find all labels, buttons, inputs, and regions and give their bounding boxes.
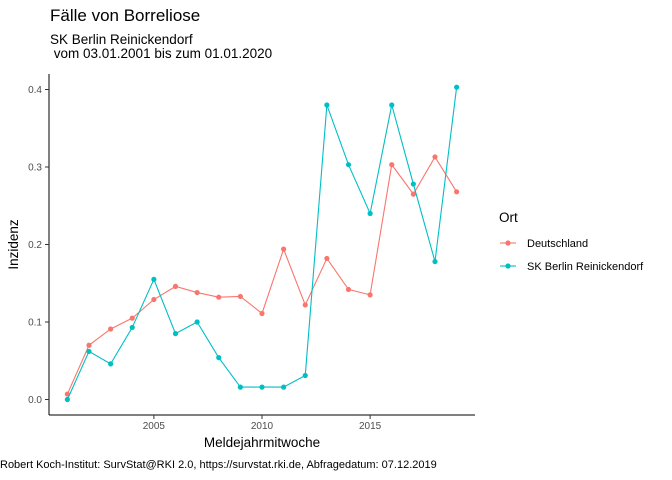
data-point [302,302,308,308]
data-point [410,191,416,197]
data-point [324,102,330,108]
legend-key-point [505,263,511,269]
data-point [389,102,395,108]
x-tick-label: 2015 [359,421,382,432]
y-tick-label: 0.1 [28,318,42,329]
y-axis-title: Inzidenz [6,219,21,270]
data-point [281,246,287,252]
data-point [302,372,308,379]
y-tick-label: 0.4 [28,85,42,96]
data-point [367,292,373,298]
data-point [64,396,70,403]
data-point [367,210,373,217]
data-point [86,342,92,348]
data-point [172,331,179,337]
data-point [454,189,460,195]
plot-panel: 0.0 0.1 0.2 0.3 0.4 2005 2010 2015 [28,74,475,432]
series-line-2 [66,87,458,400]
data-point [454,84,460,90]
y-tick-label: 0.0 [28,395,42,406]
data-point [108,326,114,332]
legend-label: SK Berlin Reinickendorf [527,261,644,273]
data-point [151,296,157,303]
legend-key-point [505,240,511,246]
data-point [345,162,352,168]
chart-caption: Robert Koch-Institut: SurvStat@RKI 2.0, … [0,459,437,471]
chart-title: Fälle von Borreliose [50,6,201,25]
data-point [216,355,222,361]
data-point [259,384,265,390]
x-tick-label: 2010 [251,421,274,432]
data-point [432,258,438,265]
legend-title: Ort [499,210,518,225]
legend-label: Deutschland [527,238,588,250]
data-point [108,361,114,367]
data-point [194,319,200,325]
data-point [281,384,287,390]
data-point [345,286,352,293]
data-point [129,315,135,321]
data-point [172,283,179,289]
legend: Ort Deutschland SK Berlin Reinickendorf [499,210,644,273]
data-point [216,294,222,300]
x-axis-title: Meldejahrmitwoche [204,435,320,450]
data-point [129,324,135,331]
data-point [237,293,243,300]
chart-subtitle-region: SK Berlin Reinickendorf [50,32,193,47]
data-point [86,348,92,355]
y-tick-label: 0.2 [28,240,42,251]
data-point [410,181,416,187]
data-point [389,162,395,168]
chart-subtitle-daterange: vom 03.01.2001 bis zum 01.01.2020 [50,46,273,61]
data-point [432,154,438,160]
x-tick-label: 2005 [143,421,166,432]
data-point [237,384,243,390]
data-point [194,289,200,296]
data-point [151,276,157,282]
data-point [324,255,330,262]
data-point [259,310,265,317]
y-tick-label: 0.3 [28,163,42,174]
series-line-1 [66,155,458,395]
